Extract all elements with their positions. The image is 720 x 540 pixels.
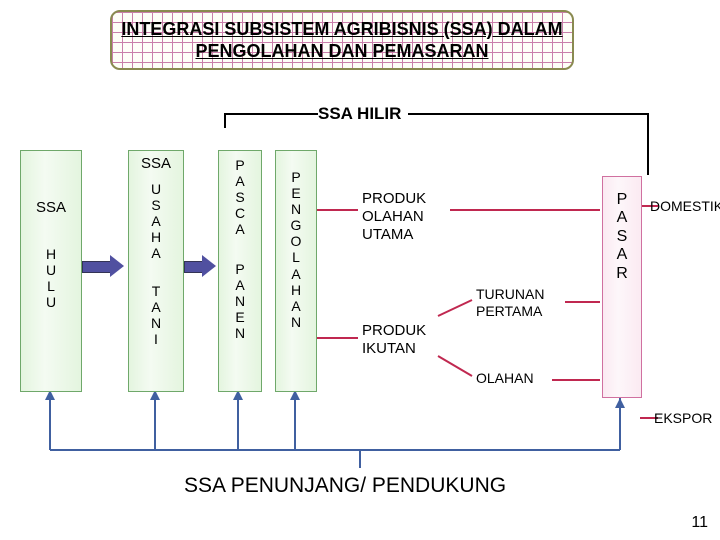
label-domestik: DOMESTIK — [650, 198, 720, 214]
box-pasca-panen: PASCA PANEN — [218, 150, 262, 392]
label-penunjang: SSA PENUNJANG/ PENDUKUNG — [184, 474, 506, 498]
pasar-text: P A S A R — [603, 191, 641, 283]
label-produk-ikutan: PRODUK IKUTAN — [362, 322, 457, 358]
box1-header: SSA — [21, 199, 81, 216]
box-pasar: P A S A R — [602, 176, 642, 398]
box-pengolahan: PENGOLAHAN — [275, 150, 317, 392]
box2-line2: TANI — [129, 283, 183, 347]
label-olahan: OLAHAN — [476, 370, 534, 386]
arrow-1-2 — [82, 256, 126, 276]
box4-text: PENGOLAHAN — [276, 169, 316, 330]
box2-line1: USAHA — [129, 181, 183, 261]
label-produk-utama: PRODUK OLAHAN UTAMA — [362, 190, 457, 244]
label-turunan: TURUNAN PERTAMA — [476, 286, 576, 320]
box2-header: SSA — [129, 155, 183, 172]
box-ssa-usaha-tani: SSA USAHA TANI — [128, 150, 184, 392]
ssa-hilir-label: SSA HILIR — [318, 104, 401, 124]
box3-line1: PASCA — [219, 157, 261, 237]
title-text: INTEGRASI SUBSISTEM AGRIBISNIS (SSA) DAL… — [112, 18, 572, 63]
box1-sub: HULU — [21, 246, 81, 310]
label-ekspor: EKSPOR — [654, 410, 712, 426]
page-number: 11 — [691, 514, 708, 532]
arrow-2-3 — [184, 256, 218, 276]
box-ssa-hulu: SSA HULU — [20, 150, 82, 392]
box3-line2: PANEN — [219, 261, 261, 341]
title-box: INTEGRASI SUBSISTEM AGRIBISNIS (SSA) DAL… — [110, 10, 574, 70]
